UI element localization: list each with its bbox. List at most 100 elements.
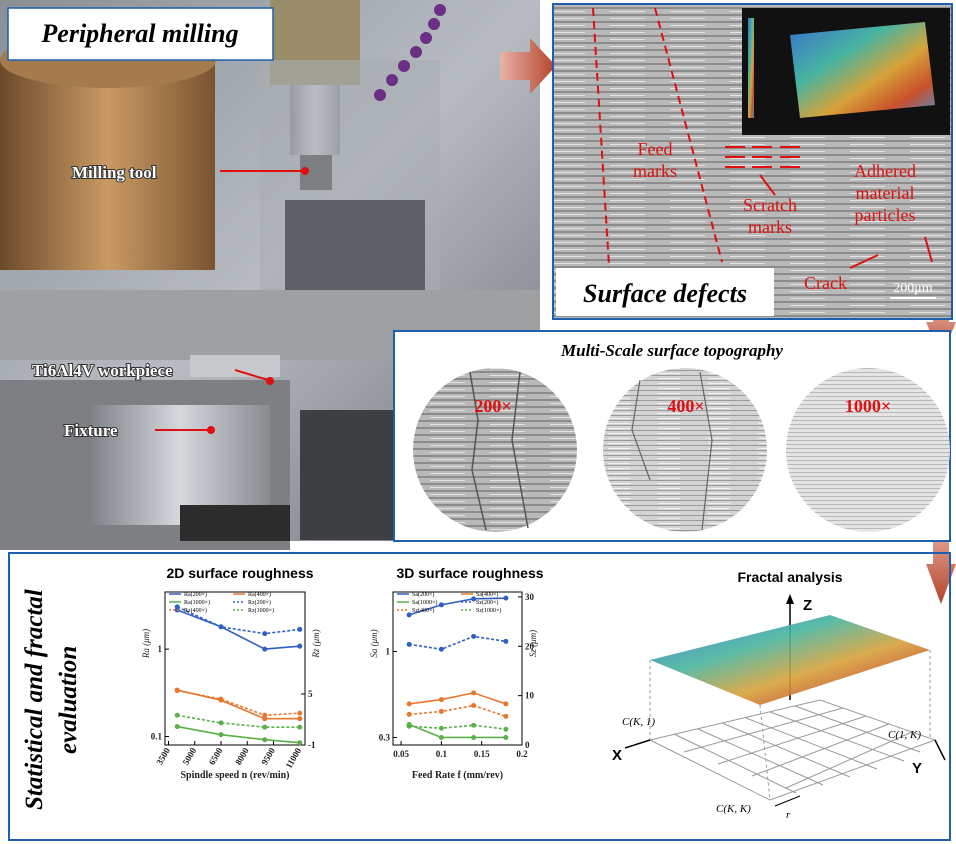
series-point [471,703,476,708]
chart-title: 3D surface roughness [396,565,543,581]
adhered-label: Adhered material particles [830,160,940,226]
x-tick-label: 0.05 [393,749,409,759]
series-point [471,690,476,695]
y2-tick-label: 0 [525,740,530,750]
legend-label: Sz(200×) [476,599,498,606]
series-point [219,697,224,702]
workpiece-label: Ti6Al4V workpiece [32,361,173,380]
series-point [407,612,412,617]
series-line [177,715,300,727]
series-point [503,735,508,740]
x-tick-label: 11000 [284,746,304,770]
x-tick-label: 3500 [154,746,172,767]
pointer-dot [266,377,274,385]
x-tick-label: 6500 [207,746,225,767]
pointer-dot [207,426,215,434]
legend-label: Sz(1000×) [476,607,501,614]
y-axis-label: Sa (μm) [369,629,379,657]
feed-marks-box: Feed marks [615,138,695,188]
legend-label: Ra(200×) [184,591,207,598]
y2-tick-label: 5 [308,689,313,699]
series-point [407,701,412,706]
legend-label: Sa(400×) [476,591,498,598]
y2-tick-label: -1 [308,740,316,750]
series-point [471,735,476,740]
series-point [219,624,224,629]
series-point [407,724,412,729]
plot-frame [393,592,522,745]
series-point [262,631,267,636]
crack-label: Crack [804,273,847,293]
series-point [175,604,180,609]
series-point [439,709,444,714]
series-point [297,711,302,716]
x-axis-label: Feed Rate f (mm/rev) [412,770,503,781]
series-line [409,693,506,704]
series-line [409,725,506,729]
step-label: r [786,809,791,821]
y-tick-label: 1 [386,646,391,656]
legend-label: Sz(400×) [412,607,434,614]
pointer-dot [301,167,309,175]
series-point [439,602,444,607]
mini-chart: 3D surface roughness0.050.10.150.20.3101… [369,565,544,781]
legend-label: Ra(400×) [248,591,271,598]
y2-tick-label: 30 [525,592,535,602]
y-tick-label: 0.1 [151,732,163,742]
y-tick-label: 1 [158,644,163,654]
legend-label: Rz(1000×) [248,607,274,614]
x-tick-label: 0.1 [436,749,448,759]
series-point [503,727,508,732]
topography-panel: Multi-Scale surface topography 200× 400×… [394,331,950,541]
corner-label: C(K, 1) [622,716,655,728]
series-line [409,724,506,737]
series-point [219,732,224,737]
milling-tool-label: Milling tool [72,163,157,182]
series-point [471,634,476,639]
y2-axis-label: Sz (μm) [528,630,538,657]
x-tick-label: 9500 [259,746,277,767]
axis-x: X [612,747,622,764]
series-point [503,639,508,644]
legend-label: Rz(200×) [248,599,271,606]
magnification: 400× [667,396,704,416]
chart-title: 2D surface roughness [166,565,313,581]
legend-label: Ra(1000×) [184,599,210,606]
x-axis-label: Spindle speed n (rev/min) [181,770,290,781]
magnification: 1000× [845,396,891,416]
series-point [439,697,444,702]
adhered-box: Adhered material particles [830,160,940,236]
series-point [503,701,508,706]
legend-label: Sa(200×) [412,591,434,598]
fixture-label: Fixture [64,421,118,440]
series-point [262,725,267,730]
series-point [439,735,444,740]
plot-frame [165,592,305,745]
figure: Peripheral milling Milling tool Ti6Al4V … [0,0,956,844]
series-point [297,740,302,745]
series-point [175,713,180,718]
fractal-title: Fractal analysis [737,569,842,585]
series-line [409,706,506,717]
scratch-marks-box: Scratch marks [730,194,810,244]
fractal-panel: Fractal analysis Z X Y C(K, 1) C(1, K) C… [612,569,945,821]
series-point [407,642,412,647]
photo-title: Peripheral milling [40,19,238,48]
axis-y: Y [912,760,922,777]
corner-label: C(1, K) [888,729,921,741]
x-tick-label: 5000 [181,746,199,767]
y2-tick-label: 10 [525,691,535,701]
series-point [262,647,267,652]
series-point [471,723,476,728]
series-point [297,725,302,730]
topography-title: Multi-Scale surface topography [560,341,783,360]
legend-label: Sa(1000×) [412,599,437,606]
feed-marks-label: Feed marks [615,138,695,182]
series-point [175,688,180,693]
series-point [262,737,267,742]
y-tick-label: 0.3 [379,732,391,742]
scratch-marks-label: Scratch marks [730,194,810,238]
scale-bar-label: 200μm [893,281,933,296]
axis-z: Z [803,597,812,614]
